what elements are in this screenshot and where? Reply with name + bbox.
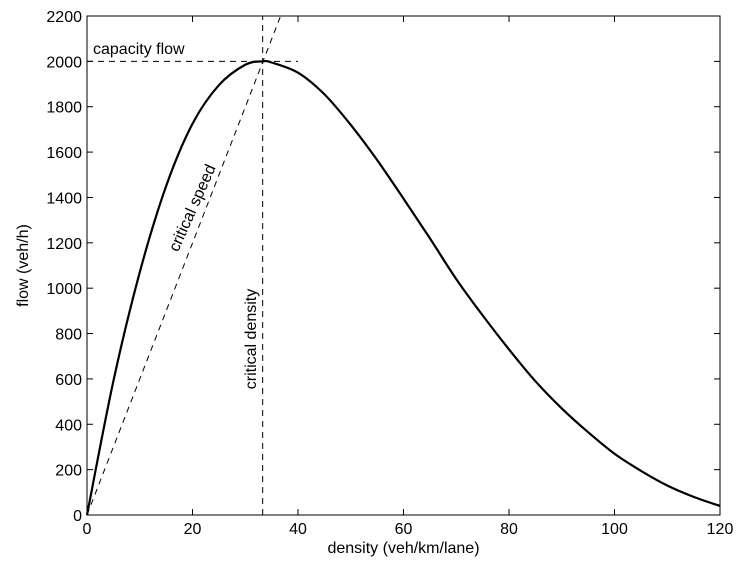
flow-density-curve bbox=[85, 59, 721, 516]
x-tick-label: 100 bbox=[601, 521, 628, 538]
x-tick-label: 120 bbox=[707, 521, 734, 538]
annotation-critical-speed: critical speed bbox=[166, 162, 220, 254]
tick-labels: 0 20 40 60 80 100 1200200400600800100012001400… bbox=[46, 9, 733, 538]
y-tick-label: 800 bbox=[55, 327, 82, 344]
x-axis-label: density (veh/km/lane) bbox=[327, 540, 479, 557]
y-tick-label: 0 bbox=[73, 508, 82, 525]
y-tick-label: 1000 bbox=[46, 281, 82, 298]
critical-speed-line bbox=[86, 15, 282, 516]
annotation-critical-density: critical density bbox=[243, 289, 260, 389]
y-tick-label: 1200 bbox=[46, 236, 82, 253]
ticks bbox=[86, 15, 721, 516]
y-axis-label: flow (veh/h) bbox=[15, 224, 32, 307]
y-tick-label: 2200 bbox=[46, 9, 82, 26]
y-tick-label: 400 bbox=[55, 417, 82, 434]
reference-lines bbox=[86, 15, 298, 516]
y-tick-label: 600 bbox=[55, 372, 82, 389]
annotation-capacity-flow: capacity flow bbox=[93, 41, 185, 58]
x-tick-label: 60 bbox=[395, 521, 413, 538]
y-tick-label: 1800 bbox=[46, 100, 82, 117]
series-group bbox=[85, 59, 721, 516]
plot-frame bbox=[86, 15, 721, 516]
x-tick-label: 40 bbox=[289, 521, 307, 538]
y-tick-label: 200 bbox=[55, 463, 82, 480]
plot-area: 0 20 40 60 80 100 1200200400600800100012001400… bbox=[46, 9, 733, 538]
y-tick-label: 1400 bbox=[46, 190, 82, 207]
x-tick-label: 0 bbox=[83, 521, 92, 538]
x-tick-label: 80 bbox=[500, 521, 518, 538]
x-tick-label: 20 bbox=[184, 521, 202, 538]
y-tick-label: 1600 bbox=[46, 145, 82, 162]
y-tick-label: 2000 bbox=[46, 54, 82, 71]
